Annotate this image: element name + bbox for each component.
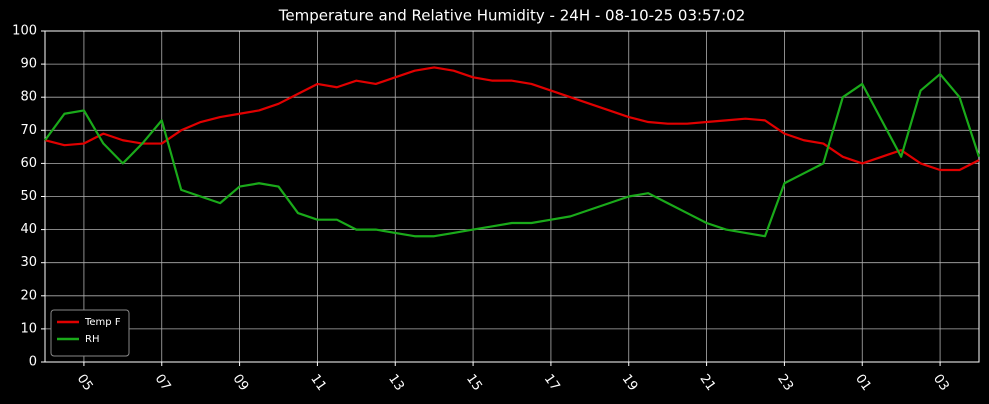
y-tick-label: 100 <box>12 24 37 39</box>
x-tick-label: 13 <box>385 372 407 394</box>
chart-title: Temperature and Relative Humidity - 24H … <box>278 7 746 25</box>
y-tick-label: 0 <box>29 355 37 370</box>
y-tick-label: 40 <box>20 222 37 237</box>
x-tick-label: 15 <box>463 372 485 394</box>
x-tick-label: 19 <box>619 372 641 394</box>
x-tick-label: 07 <box>152 372 174 394</box>
x-tick-label: 01 <box>852 372 874 394</box>
legend-label: Temp F <box>84 317 121 328</box>
y-tick-label: 30 <box>20 255 37 270</box>
y-tick-label: 60 <box>20 156 37 171</box>
y-tick-label: 50 <box>20 189 37 204</box>
y-tick-label: 70 <box>20 123 37 138</box>
x-tick-label: 21 <box>696 372 718 394</box>
x-tick-label: 05 <box>74 372 96 394</box>
y-tick-label: 90 <box>20 57 37 72</box>
series-line <box>44 66 980 172</box>
legend-label: RH <box>85 334 99 345</box>
y-tick-label: 80 <box>20 90 37 105</box>
y-tick-label: 10 <box>20 321 37 336</box>
x-tick-label: 11 <box>307 372 329 394</box>
series-line <box>44 72 981 238</box>
x-tick-label: 03 <box>930 372 952 394</box>
x-tick-label: 09 <box>229 372 251 394</box>
plot-frame <box>44 30 980 363</box>
x-tick-label: 17 <box>541 372 563 394</box>
x-tick-label: 23 <box>774 372 796 394</box>
y-tick-label: 20 <box>20 288 37 303</box>
